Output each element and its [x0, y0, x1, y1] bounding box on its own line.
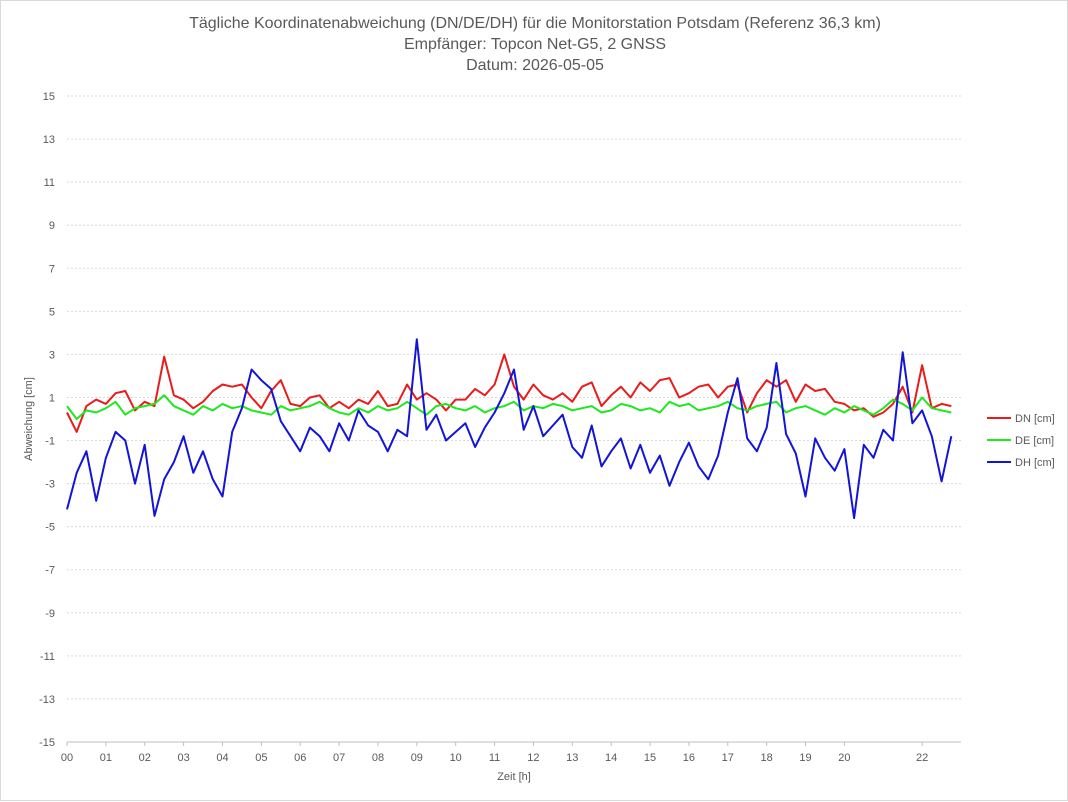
x-tick-label: 07	[333, 752, 345, 764]
chart-date: Datum: 2026-05-05	[466, 57, 604, 74]
x-tick-label: 19	[799, 752, 811, 764]
y-tick-label: -3	[45, 479, 55, 491]
y-tick-label: -13	[39, 694, 55, 706]
legend-label-de: DE [cm]	[1015, 435, 1054, 447]
x-tick-label: 03	[177, 752, 189, 764]
x-tick-label: 08	[372, 752, 384, 764]
y-tick-label: 11	[44, 177, 55, 189]
y-tick-label: -15	[39, 737, 55, 749]
x-tick-label: 09	[411, 752, 423, 764]
y-tick-label: 7	[49, 263, 55, 275]
y-tick-label: 13	[43, 134, 55, 146]
x-tick-label: 18	[761, 752, 773, 764]
series-line-de	[66, 394, 952, 420]
chart-subtitle: Empfänger: Topcon Net-G5, 2 GNSS	[403, 36, 667, 53]
chart-title-block: Tägliche Koordinatenabweichung (DN/DE/DH…	[1, 13, 1068, 76]
x-tick-label: 20	[838, 752, 850, 764]
x-tick-label: 14	[605, 752, 617, 764]
y-axis-title: Abweichung [cm]	[23, 377, 35, 461]
x-axis-title: Zeit [h]	[497, 771, 531, 783]
x-tick-label: 22	[916, 752, 928, 764]
gridlines	[67, 95, 961, 743]
y-tick-label: -1	[45, 436, 55, 448]
x-tick-label: 05	[255, 752, 267, 764]
y-tick-label: 1	[49, 392, 55, 404]
x-tick-label: 04	[216, 752, 228, 764]
axes: 15 13 11 9 7 5 3 1 -1 -3 -5 -7 -9 -11 -13 -15 00 01 02 03 04…	[23, 91, 961, 783]
x-tick-label: 12	[527, 752, 539, 764]
x-tick-label: 16	[683, 752, 695, 764]
x-tick-label: 06	[294, 752, 306, 764]
y-tick-label: 3	[49, 349, 55, 361]
x-tick-label: 11	[489, 752, 500, 764]
y-tick-label: 5	[49, 306, 55, 318]
y-tick-label: -7	[45, 565, 55, 577]
y-tick-label: 9	[49, 220, 55, 232]
x-tick-label: 13	[566, 752, 578, 764]
series-line-dn	[66, 353, 952, 433]
x-tick-label: 01	[100, 752, 112, 764]
x-tick-label: 15	[644, 752, 656, 764]
y-tick-label: 15	[43, 91, 55, 103]
x-tick-label: 00	[61, 752, 73, 764]
x-tick-label: 10	[450, 752, 462, 764]
x-tick-label: 17	[722, 752, 734, 764]
y-tick-label: -9	[45, 608, 55, 620]
legend-label-dh: DH [cm]	[1015, 457, 1055, 469]
y-tick-label: -11	[40, 651, 55, 663]
legend: DN [cm] DE [cm] DH [cm]	[987, 413, 1055, 469]
chart-title: Tägliche Koordinatenabweichung (DN/DE/DH…	[189, 15, 881, 32]
y-tick-label: -5	[45, 522, 55, 534]
legend-label-dn: DN [cm]	[1015, 413, 1055, 425]
series-lines	[66, 338, 953, 520]
x-tick-label: 02	[139, 752, 151, 764]
series-line-dh	[66, 338, 953, 520]
